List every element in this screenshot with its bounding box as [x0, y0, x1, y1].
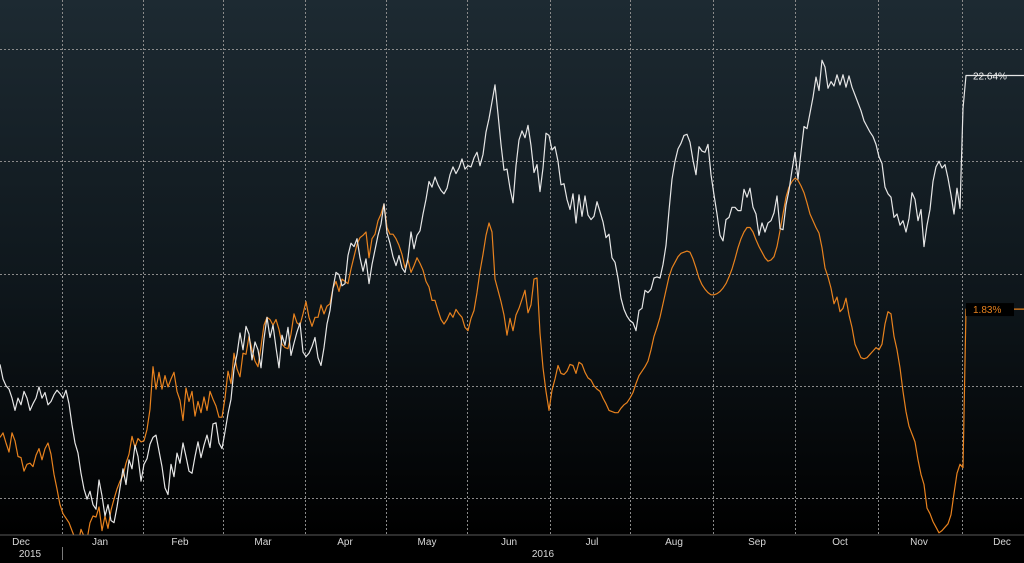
x-tick-label: Aug: [665, 537, 683, 548]
end-label-0: 22.64%: [973, 71, 1007, 82]
series-line-0: [0, 59, 1024, 524]
year-label: 2016: [532, 549, 555, 560]
end-label-text: 1.83%: [973, 305, 1001, 316]
x-tick-label: Jan: [92, 537, 108, 548]
x-tick-label: Dec: [993, 537, 1011, 548]
x-tick-label: Oct: [832, 537, 848, 548]
end-label-box: [966, 303, 1014, 317]
x-tick-label: Apr: [337, 537, 353, 548]
x-tick-label: Jun: [501, 537, 517, 548]
x-tick-label: Jul: [586, 537, 599, 548]
horizontal-gridlines: [0, 49, 1024, 499]
year-labels: 2015 2016: [19, 547, 555, 560]
vertical-gridlines: [62, 0, 963, 535]
series-line-1: [0, 177, 1024, 545]
x-axis-band: [0, 535, 1024, 563]
x-tick-label: May: [418, 537, 437, 548]
x-tick-label: Sep: [748, 537, 766, 548]
plot-background: [0, 0, 1024, 535]
x-tick-label: Mar: [254, 537, 272, 548]
x-tick-label: Nov: [910, 537, 928, 548]
end-label-text: 22.64%: [973, 71, 1007, 82]
year-label: 2015: [19, 549, 42, 560]
end-label-layer: 22.64% 1.83%: [966, 71, 1014, 317]
x-tick-label: Feb: [171, 537, 189, 548]
x-tick-labels: Dec Jan Feb Mar Apr May Jun Jul Aug Sep Oct Nov Dec: [12, 537, 1011, 548]
series-layer: [0, 59, 1024, 545]
end-label-1: 1.83%: [966, 303, 1014, 317]
x-tick-label: Dec: [12, 537, 30, 548]
